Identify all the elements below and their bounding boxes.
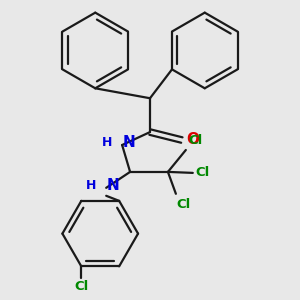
Text: H: H — [102, 136, 112, 148]
Text: Cl: Cl — [196, 167, 210, 179]
Text: Cl: Cl — [74, 280, 88, 293]
Text: Cl: Cl — [176, 198, 190, 211]
Text: Cl: Cl — [189, 134, 203, 147]
Text: O: O — [186, 132, 199, 147]
Text: N: N — [106, 178, 119, 193]
Text: H: H — [86, 179, 96, 192]
Text: N: N — [122, 134, 135, 149]
